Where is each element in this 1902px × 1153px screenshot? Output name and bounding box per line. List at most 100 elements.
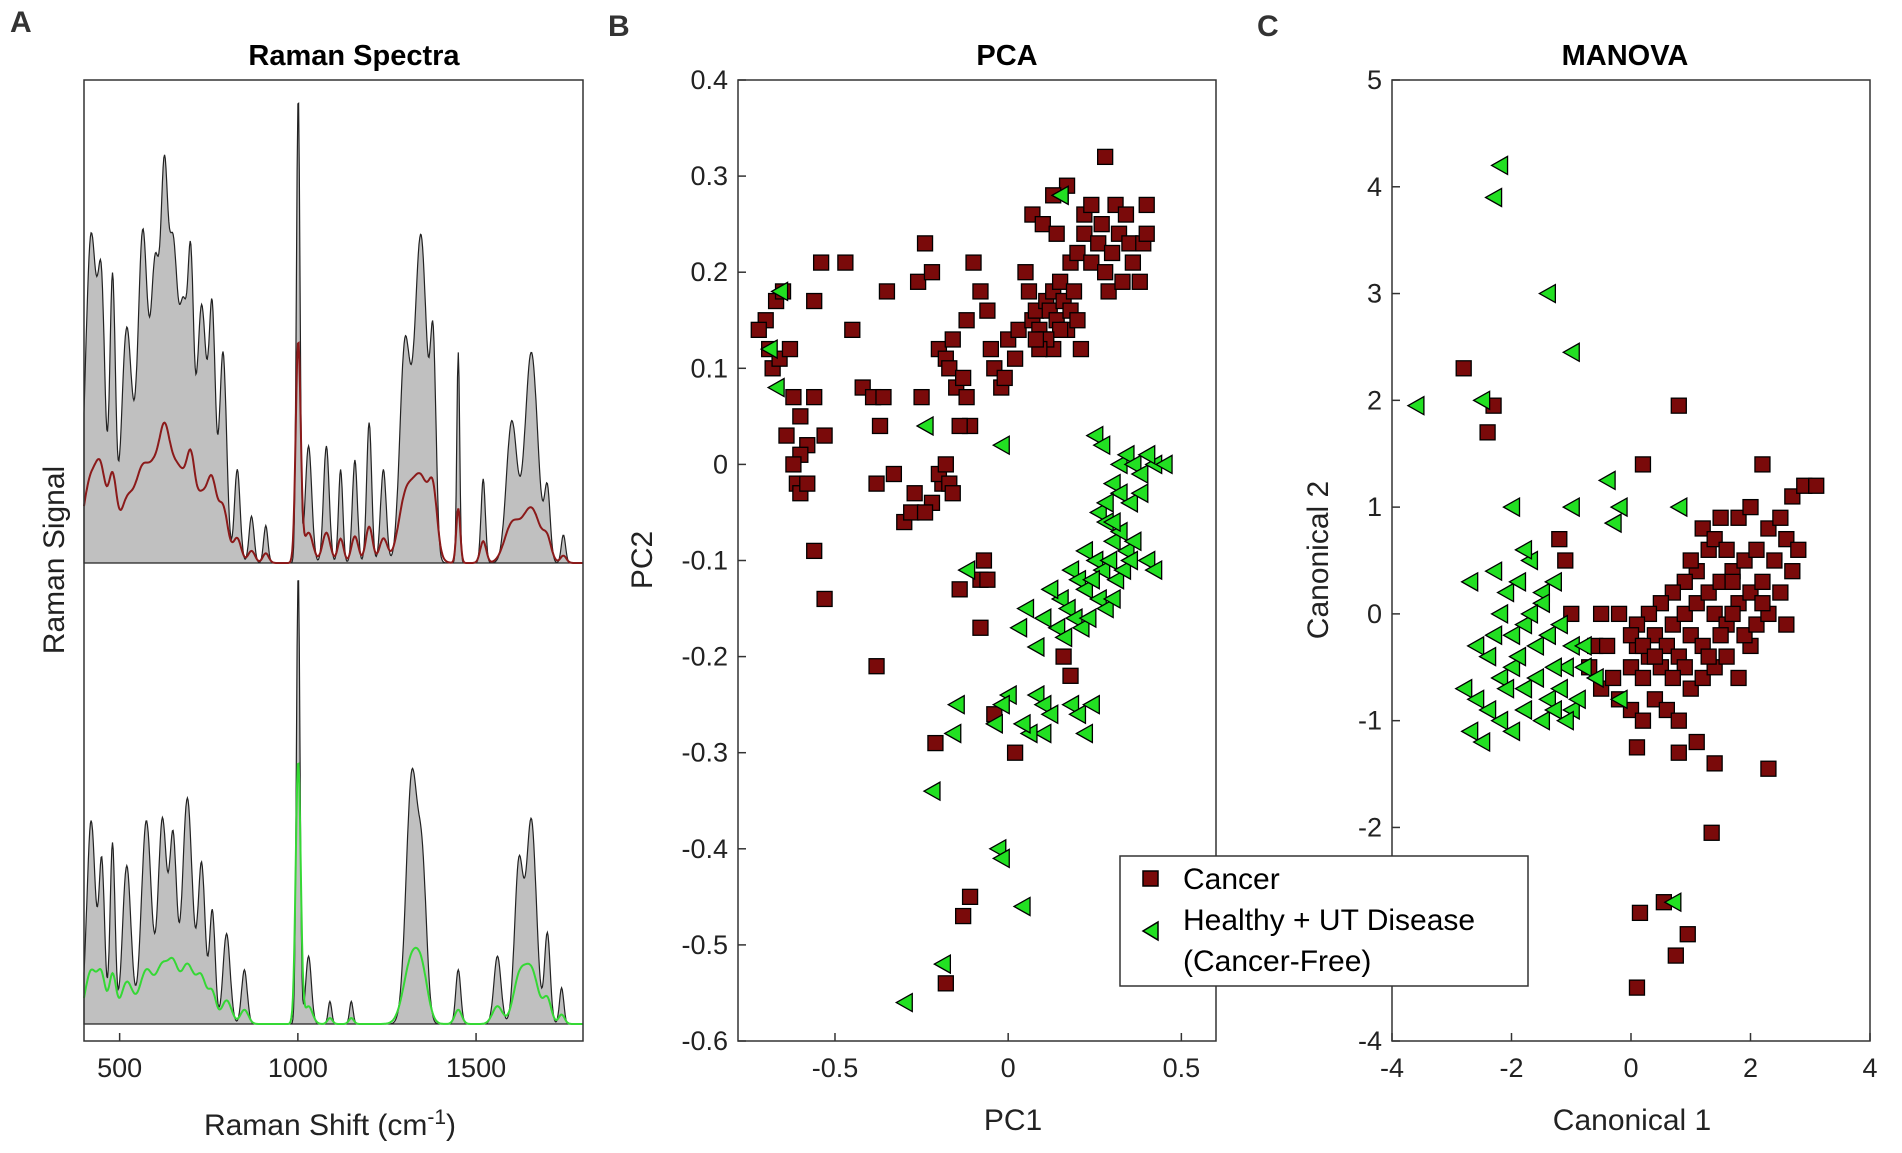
manova-point-healthy [1549,614,1568,635]
pca-point-cancer [961,888,979,905]
pca-ytick-label: -0.2 [681,642,728,672]
pca-point-healthy [1009,617,1028,638]
manova-point-cancer [1455,360,1472,377]
pca-point-cancer [937,975,954,992]
pca-point-cancer [785,456,802,473]
manova-point-healthy [1514,678,1533,699]
pca-point-healthy [1050,588,1069,610]
pca-point-cancer [1051,273,1069,290]
pca-point-cancer [1124,254,1142,271]
pca-point-cancer [958,388,975,406]
pca-point-cancer [1076,225,1093,242]
manova-point-cancer [1730,669,1747,687]
pca-point-cancer [906,485,923,502]
pca-point-cancer [927,734,944,752]
manova-ytick-label: -1 [1358,706,1382,736]
pca-point-cancer [944,331,961,348]
pca-point-cancer [1100,283,1117,300]
pca-point-cancer [951,417,968,435]
manova-point-cancer [1631,904,1649,922]
manova-point-cancer [1658,637,1675,655]
pca-point-healthy [894,992,913,1013]
manova-point-healthy [1538,689,1556,710]
manova-xtick-label: 4 [1862,1053,1877,1083]
manova-point-cancer [1634,637,1652,655]
pca-point-healthy [991,694,1010,715]
manova-point-healthy [1514,539,1533,560]
manova-point-healthy [1490,667,1509,689]
pca-point-healthy [1033,608,1052,629]
manova-point-healthy [1490,710,1509,731]
pca-point-healthy [943,723,962,744]
spectrum-envelope-0 [83,102,583,564]
manova-point-cancer [1598,637,1616,655]
manova-point-healthy [1508,646,1527,667]
legend-healthy-label: Healthy + UT Disease [1183,904,1475,937]
manova-point-cancer [1703,824,1720,841]
manova-point-healthy [1460,571,1479,592]
pca-point-cancer [1034,215,1051,233]
pca-point-cancer [799,475,816,492]
manova-point-healthy [1573,635,1592,657]
pca-point-cancer [954,369,972,387]
manova-point-cancer [1676,659,1693,676]
manova-point-cancer [1634,669,1652,687]
pca-xtick-label: -0.5 [812,1053,859,1083]
panel-a-xtick-label: 1500 [446,1053,506,1083]
pca-point-healthy [1081,569,1100,590]
manova-point-cancer [1754,595,1771,612]
pca-point-cancer [965,254,982,271]
pca-point-healthy [1071,617,1090,638]
manova-point-healthy [1496,582,1515,603]
pca-point-healthy [1102,588,1121,610]
manova-point-healthy [1454,678,1473,699]
manova-point-cancer [1700,584,1717,601]
panel-c-ylabel: Canonical 2 [1302,481,1335,639]
manova-point-healthy [1484,561,1503,582]
pca-point-healthy [1130,463,1149,485]
pca-point-healthy [1012,896,1031,917]
legend-cancer-marker [1142,870,1159,887]
pca-point-healthy [991,848,1010,869]
pca-point-healthy [1102,473,1121,494]
pca-point-cancer [1093,215,1110,233]
manova-point-cancer [1784,488,1801,505]
pca-point-cancer [1097,264,1114,281]
panel-a-xtick-label: 500 [97,1053,142,1083]
manova-point-cancer [1718,541,1735,558]
pca-point-healthy [1092,559,1111,581]
manova-point-cancer [1604,669,1622,687]
pca-point-healthy [1113,559,1132,581]
manova-point-healthy [1663,892,1682,913]
pca-point-healthy [922,781,941,802]
manova-point-healthy [1543,699,1562,721]
panel-a-letter: A [10,6,32,39]
pca-point-healthy [946,694,965,715]
manova-point-cancer [1628,979,1646,996]
pca-point-cancer [1020,283,1038,300]
pca-point-cancer [875,388,892,406]
pca-ytick-label: -0.4 [681,834,728,864]
panel-b: B PCA -0.5 0 0.50.40.30.20.10-0.1-0.2-0.3-… [608,10,1217,1137]
manova-point-healthy [1573,657,1592,678]
pca-point-healthy [1095,492,1114,513]
legend-healthy-marker [1141,920,1159,942]
manova-point-healthy [1561,496,1580,518]
pca-point-cancer [979,571,996,588]
pca-point-cancer [1062,667,1079,684]
manova-point-cancer [1712,627,1729,644]
pca-point-cancer [923,264,941,281]
manova-point-healthy [1406,395,1425,416]
pca-point-cancer [868,658,885,675]
pca-point-healthy [1026,636,1045,658]
pca-scatter: -0.5 0 0.5 0.4 0.3 0.2 0.1 0 -0.1 -0.2 -0.3 -0.4 -0.… [681,65,1200,1083]
manova-point-cancer [1766,552,1783,569]
manova-point-cancer [1664,616,1681,633]
pca-point-cancer [954,907,972,925]
pca-point-healthy [1123,454,1142,475]
pca-point-cancer [816,427,833,444]
manova-point-cancer [1784,563,1801,580]
pca-point-cancer [951,581,968,598]
manova-point-cancer [1682,680,1699,697]
